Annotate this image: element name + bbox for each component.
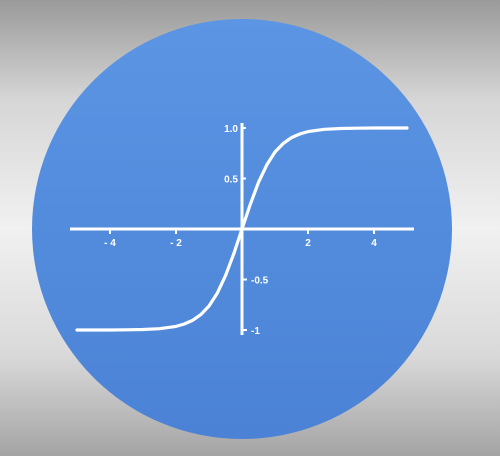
y-tick-label: -0.5 [251, 276, 269, 287]
tick-group [109, 127, 375, 331]
y-tick-label: 1.0 [224, 124, 238, 135]
data-series-line [75, 126, 409, 332]
x-tick-label: - 4 [104, 238, 116, 249]
y-tick-label: -1 [251, 326, 260, 337]
y-tick-label: 0.5 [224, 175, 238, 186]
x-tick-label: 4 [371, 238, 377, 249]
tick-label-group: - 4 - 2 2 4 1.0 0.5 -0.5 -1 [104, 124, 377, 337]
x-tick-label: - 2 [170, 238, 182, 249]
x-tick-label: 2 [305, 238, 311, 249]
